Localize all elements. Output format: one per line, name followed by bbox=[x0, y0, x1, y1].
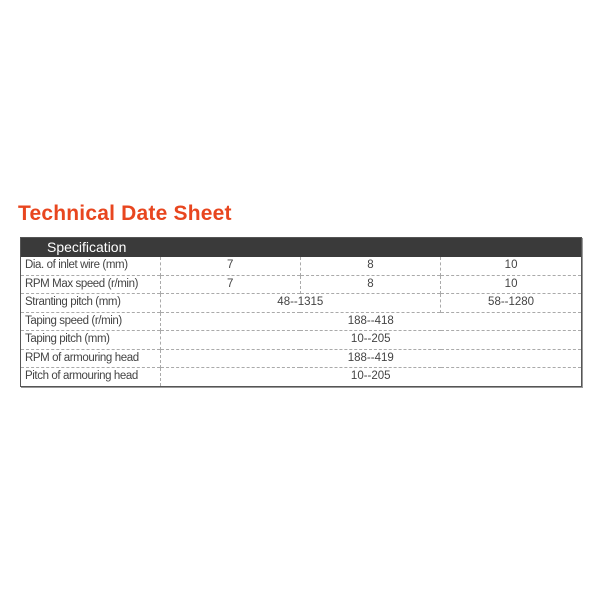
cell: 8 bbox=[299, 257, 441, 275]
table-row: Dia. of inlet wire (mm) 7 8 10 bbox=[21, 257, 581, 275]
row-label: Taping speed (r/min) bbox=[21, 311, 160, 331]
table-row: Pitch of armouring head 10--205 bbox=[21, 367, 581, 386]
spec-table: Specification Dia. of inlet wire (mm) 7 … bbox=[20, 237, 582, 387]
row-label: Taping pitch (mm) bbox=[21, 330, 160, 349]
cell: 48--1315 bbox=[159, 293, 441, 312]
cell: 8 bbox=[299, 274, 441, 294]
cell: 58--1280 bbox=[440, 293, 581, 312]
table-header: Specification bbox=[21, 238, 581, 257]
row-label: Dia. of inlet wire (mm) bbox=[25, 259, 128, 272]
row-label: RPM Max speed (r/min) bbox=[21, 274, 160, 294]
cell: 7 bbox=[159, 257, 301, 275]
cell: 10 bbox=[440, 274, 581, 294]
table-row: Taping pitch (mm) 10--205 bbox=[21, 330, 581, 349]
table-row: Stranting pitch (mm) 48--1315 58--1280 bbox=[21, 293, 581, 312]
table-row: Taping speed (r/min) 188--418 bbox=[21, 311, 581, 331]
table-row: RPM Max speed (r/min) 7 8 10 bbox=[21, 274, 581, 294]
cell: 10--205 bbox=[159, 330, 581, 349]
cell: 10--205 bbox=[159, 367, 581, 386]
cell: 10 bbox=[440, 257, 581, 275]
page-title: Technical Date Sheet bbox=[18, 202, 232, 225]
cell: 188--419 bbox=[159, 348, 581, 368]
row-label: Stranting pitch (mm) bbox=[21, 293, 160, 312]
table-row: RPM of armouring head 188--419 bbox=[21, 348, 581, 368]
cell: 7 bbox=[159, 274, 301, 294]
row-label: Pitch of armouring head bbox=[21, 367, 160, 386]
row-label: RPM of armouring head bbox=[21, 348, 160, 368]
cell: 188--418 bbox=[159, 311, 581, 331]
